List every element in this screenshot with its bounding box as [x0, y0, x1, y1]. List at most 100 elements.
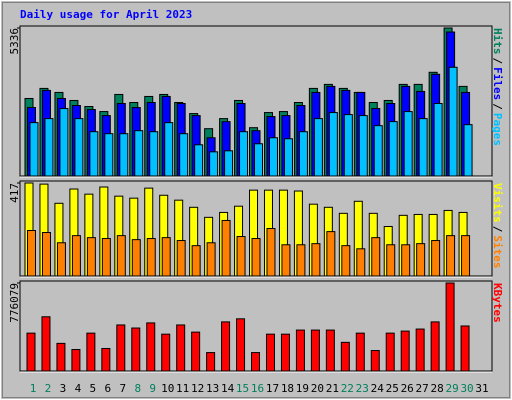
x-tick-label: 13	[206, 382, 219, 395]
x-tick-label: 29	[445, 382, 458, 395]
bar	[161, 333, 171, 372]
x-tick-label: 16	[251, 382, 264, 395]
bar	[29, 122, 39, 177]
bar	[281, 244, 291, 277]
bar	[131, 239, 141, 277]
legend-entry: Files	[491, 67, 504, 100]
x-tick-label: 23	[356, 382, 369, 395]
bar	[89, 131, 99, 177]
x-tick-label: 14	[221, 382, 235, 395]
y-tick-label: 776079	[8, 283, 21, 323]
bar	[56, 342, 66, 372]
legend-entry: Pages	[491, 113, 504, 146]
bar	[416, 243, 426, 277]
bar	[265, 333, 275, 372]
bar	[206, 242, 216, 277]
x-tick-label: 22	[341, 382, 354, 395]
bar	[418, 118, 428, 177]
bar	[101, 347, 111, 372]
bar	[101, 238, 111, 277]
bar	[191, 245, 201, 277]
bar	[460, 325, 470, 372]
legend: Hits / Files / Pages	[491, 28, 504, 146]
bar	[355, 332, 365, 372]
bar	[370, 350, 380, 372]
bar	[149, 131, 159, 177]
bar	[463, 124, 473, 177]
bar	[86, 237, 96, 277]
bar	[310, 329, 320, 372]
x-tick-label: 11	[176, 382, 189, 395]
bar	[104, 133, 114, 177]
bar	[134, 130, 144, 177]
bar	[266, 227, 276, 277]
bar	[86, 332, 96, 372]
bar	[146, 238, 156, 277]
x-tick-label: 19	[296, 382, 309, 395]
x-tick-label: 20	[311, 382, 324, 395]
bar	[221, 219, 231, 277]
bar	[27, 230, 36, 277]
bar	[116, 324, 126, 372]
x-tick-label: 21	[326, 382, 339, 395]
bar	[268, 137, 278, 177]
legend: Visits / Sites	[491, 183, 504, 269]
legend-entry: Hits	[491, 28, 504, 55]
bar	[251, 238, 261, 277]
x-tick-label: 18	[281, 382, 294, 395]
bar	[191, 331, 201, 372]
bar	[433, 102, 443, 177]
x-tick-label: 7	[119, 382, 126, 395]
bar	[146, 322, 156, 372]
bar	[224, 150, 234, 177]
legend-separator: /	[491, 226, 504, 233]
bar	[401, 244, 411, 277]
bar	[283, 138, 293, 177]
bar	[313, 118, 323, 177]
bar	[119, 133, 129, 177]
x-tick-label: 4	[75, 382, 82, 395]
bar	[400, 330, 410, 372]
bar	[236, 236, 246, 277]
legend-separator: /	[491, 103, 504, 110]
bar	[176, 324, 186, 372]
bar	[41, 316, 51, 372]
bar	[343, 114, 353, 177]
bar	[194, 144, 204, 177]
bar	[445, 282, 455, 372]
x-tick-label: 31	[475, 382, 488, 395]
bar	[26, 332, 36, 372]
bar	[386, 244, 396, 277]
x-tick-label: 2	[45, 382, 52, 395]
bar	[56, 242, 66, 277]
bar	[179, 133, 189, 177]
legend-entry: Visits	[491, 183, 504, 223]
legend: KBytes	[491, 283, 504, 323]
bar	[461, 235, 471, 277]
bar	[296, 244, 306, 277]
bar	[251, 352, 261, 372]
x-tick-label: 1	[30, 382, 37, 395]
bar	[325, 329, 335, 372]
x-tick-label: 17	[266, 382, 279, 395]
bar	[385, 332, 395, 372]
bar	[71, 349, 81, 372]
bar	[221, 321, 231, 372]
bar	[209, 151, 219, 177]
bar	[161, 237, 171, 277]
bar	[239, 131, 249, 177]
x-tick-label: 3	[60, 382, 67, 395]
x-tick-label: 27	[416, 382, 429, 395]
bar	[388, 121, 398, 177]
bar	[328, 112, 338, 177]
x-tick-label: 8	[134, 382, 141, 395]
bar	[415, 328, 425, 372]
x-tick-label: 24	[371, 382, 385, 395]
legend-separator: /	[491, 58, 504, 65]
bar	[59, 108, 69, 177]
bar	[358, 115, 368, 177]
x-tick-label: 26	[401, 382, 414, 395]
y-tick-label: 417	[8, 183, 21, 203]
